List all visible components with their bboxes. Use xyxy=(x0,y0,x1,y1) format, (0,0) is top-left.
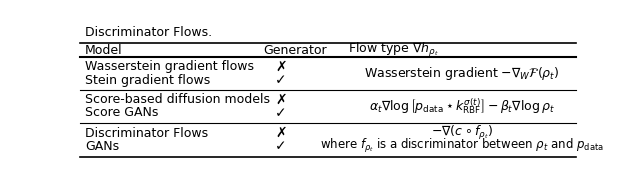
Text: ✗: ✗ xyxy=(275,126,287,140)
Text: ✓: ✓ xyxy=(275,73,287,87)
Text: $\alpha_t \nabla \log\left[p_{\mathrm{data}} \star k_{\mathrm{RBF}}^{\sigma(t)}\: $\alpha_t \nabla \log\left[p_{\mathrm{da… xyxy=(369,96,555,116)
Text: ✓: ✓ xyxy=(275,106,287,120)
Text: $-\nabla(c \circ f_{\rho_t})$: $-\nabla(c \circ f_{\rho_t})$ xyxy=(431,124,493,142)
Text: Generator: Generator xyxy=(264,43,327,57)
Text: Discriminator Flows: Discriminator Flows xyxy=(85,127,208,140)
Text: Wasserstein gradient $-\nabla_W \mathcal{F}(\rho_t)$: Wasserstein gradient $-\nabla_W \mathcal… xyxy=(364,65,559,82)
Text: ✗: ✗ xyxy=(275,93,287,107)
Text: where $f_{\rho_t}$ is a discriminator between $\rho_t$ and $p_{\mathrm{data}}$: where $f_{\rho_t}$ is a discriminator be… xyxy=(320,137,604,155)
Text: Discriminator Flows.: Discriminator Flows. xyxy=(85,26,212,39)
Text: Flow type $\nabla h_{\rho_t}$: Flow type $\nabla h_{\rho_t}$ xyxy=(348,41,438,59)
Text: Score-based diffusion models: Score-based diffusion models xyxy=(85,93,270,106)
Text: Wasserstein gradient flows: Wasserstein gradient flows xyxy=(85,60,254,73)
Text: Model: Model xyxy=(85,43,123,57)
Text: Stein gradient flows: Stein gradient flows xyxy=(85,74,210,87)
Text: GANs: GANs xyxy=(85,140,119,153)
Text: ✓: ✓ xyxy=(275,139,287,153)
Text: Score GANs: Score GANs xyxy=(85,106,158,119)
Text: ✗: ✗ xyxy=(275,60,287,74)
